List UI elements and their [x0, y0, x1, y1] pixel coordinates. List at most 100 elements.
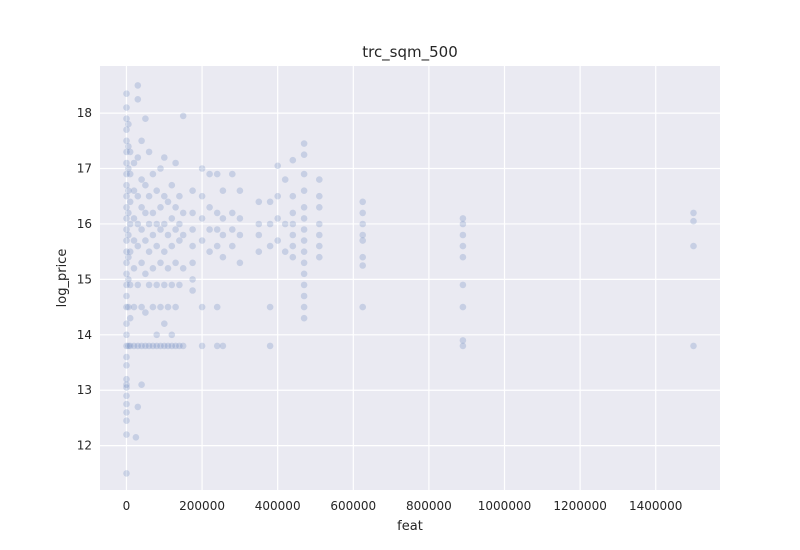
data-point — [690, 342, 697, 350]
data-point — [179, 265, 187, 272]
data-point — [123, 248, 130, 255]
data-point — [236, 187, 244, 194]
data-point — [157, 342, 164, 350]
data-point — [281, 220, 289, 228]
data-point — [153, 281, 160, 289]
data-point — [300, 281, 308, 289]
x-tick-label: 1000000 — [478, 499, 531, 513]
data-point — [123, 192, 130, 200]
data-point — [206, 204, 213, 211]
data-point — [459, 242, 467, 250]
data-point — [236, 231, 244, 239]
data-point — [459, 337, 467, 344]
data-point — [459, 342, 467, 350]
data-point — [134, 220, 142, 228]
data-point — [459, 281, 467, 289]
data-point — [153, 220, 160, 228]
data-point — [168, 242, 176, 250]
data-point — [123, 115, 130, 122]
data-point — [359, 253, 367, 261]
data-point — [213, 242, 221, 250]
chart-title: trc_sqm_500 — [362, 43, 458, 62]
data-point — [138, 137, 145, 145]
data-point — [176, 220, 183, 228]
data-point — [359, 262, 367, 269]
data-point — [198, 237, 206, 244]
data-point — [123, 292, 130, 300]
data-point — [123, 392, 130, 400]
data-point — [142, 342, 149, 350]
data-point — [289, 209, 297, 217]
data-point — [125, 120, 132, 128]
data-point — [164, 303, 172, 311]
data-point — [359, 237, 367, 244]
data-point — [459, 220, 467, 228]
y-tick-label: 16 — [77, 217, 92, 231]
data-point — [138, 226, 145, 233]
data-point — [125, 209, 132, 217]
data-point — [459, 215, 467, 222]
data-point — [168, 215, 176, 222]
data-point — [149, 342, 157, 350]
y-tick-label: 18 — [77, 106, 92, 120]
data-point — [132, 434, 140, 441]
data-point — [281, 248, 289, 255]
data-point — [229, 170, 236, 178]
data-point — [138, 259, 145, 267]
data-point — [219, 342, 227, 350]
data-point — [123, 353, 130, 361]
data-point — [126, 198, 134, 206]
x-tick-label: 0 — [123, 499, 131, 513]
data-point — [266, 220, 274, 228]
data-point — [172, 204, 179, 211]
data-point — [123, 375, 130, 383]
data-point — [189, 287, 196, 294]
x-tick-label: 600000 — [330, 499, 376, 513]
data-point — [161, 248, 168, 255]
data-point — [161, 320, 168, 328]
data-point — [274, 162, 282, 170]
data-point — [316, 204, 323, 211]
data-point — [134, 342, 142, 350]
data-point — [300, 151, 308, 158]
data-point — [168, 342, 176, 350]
gridlines — [100, 66, 720, 490]
x-axis-ticks: 0 200000 400000 600000 800000 1000000 1200000 1… — [123, 499, 683, 513]
data-point — [134, 403, 142, 411]
data-point — [359, 209, 367, 217]
y-tick-label: 13 — [77, 383, 92, 397]
data-point — [145, 192, 153, 200]
data-point — [130, 215, 138, 222]
data-point — [153, 187, 160, 194]
data-point — [157, 165, 164, 172]
data-point — [179, 112, 187, 120]
data-point — [149, 231, 157, 239]
plot-area — [100, 66, 720, 490]
data-point — [289, 253, 297, 261]
data-point — [126, 220, 134, 228]
data-point — [123, 384, 130, 391]
data-point — [189, 259, 196, 267]
data-point — [316, 253, 323, 261]
data-point — [213, 226, 221, 233]
data-point — [161, 192, 168, 200]
data-point — [123, 259, 130, 267]
data-point — [229, 242, 236, 250]
data-point — [123, 281, 130, 289]
data-point — [300, 226, 308, 233]
data-point — [123, 331, 130, 339]
data-point — [189, 209, 196, 217]
data-point — [149, 209, 157, 217]
data-point — [266, 242, 274, 250]
data-point — [126, 314, 134, 322]
x-tick-label: 1200000 — [553, 499, 606, 513]
data-point — [123, 342, 130, 350]
data-point — [130, 303, 138, 311]
data-point — [142, 115, 149, 122]
data-point — [316, 192, 323, 200]
data-point — [300, 292, 308, 300]
y-tick-label: 14 — [77, 328, 92, 342]
data-point — [145, 281, 153, 289]
data-point — [123, 90, 130, 97]
